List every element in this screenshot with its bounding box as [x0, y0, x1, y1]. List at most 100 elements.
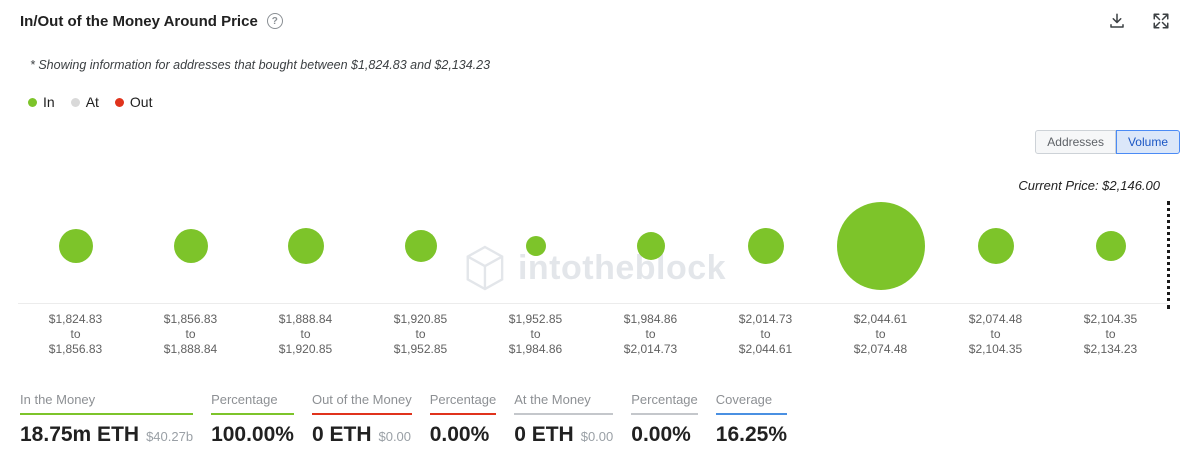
- range-to: $2,014.73: [623, 342, 678, 356]
- stat-underline: [311, 413, 412, 415]
- stat-underline: [211, 413, 294, 415]
- price-range-label: $1,888.84 to $1,920.85: [248, 312, 363, 357]
- volume-bubble[interactable]: [836, 201, 925, 290]
- range-from: $1,888.84: [278, 312, 333, 326]
- range-separator: to: [645, 327, 656, 341]
- stat-value-row: 0 ETH $0.00: [514, 423, 613, 447]
- download-icon[interactable]: [1108, 12, 1126, 30]
- legend-label: At: [85, 94, 99, 110]
- stat-underline: [631, 413, 698, 415]
- stat-percentage: Percentage 100.00%: [211, 392, 294, 447]
- title-wrap: In/Out of the Money Around Price ?: [20, 13, 283, 30]
- stat-subvalue: $40.27b: [146, 429, 194, 444]
- price-range-label: $1,856.83 to $1,888.84: [133, 312, 248, 357]
- bubble-cell: [823, 188, 938, 303]
- range-from: $2,074.48: [968, 312, 1023, 326]
- stat-value-row: 100.00%: [211, 423, 294, 447]
- range-separator: to: [1105, 327, 1116, 341]
- stat-value-row: 0 ETH $0.00: [312, 423, 412, 447]
- stat-label: Percentage: [631, 392, 698, 407]
- stat-label: Percentage: [211, 392, 278, 407]
- subtitle: * Showing information for addresses that…: [30, 58, 491, 72]
- stat-underline: [514, 413, 614, 415]
- toggle-volume[interactable]: Volume: [1115, 130, 1180, 154]
- axis-labels-row: $1,824.83 to $1,856.83 $1,856.83 to $1,888.84…: [18, 312, 1168, 357]
- stat-underline: [429, 413, 497, 415]
- toggle-addresses[interactable]: Addresses: [1035, 130, 1116, 154]
- range-from: $1,824.83: [48, 312, 103, 326]
- in-legend-dot: [28, 97, 37, 107]
- legend: In At Out: [28, 94, 153, 110]
- price-range-label: $2,044.61 to $2,074.48: [823, 312, 938, 357]
- stat-value: 0 ETH: [514, 423, 574, 446]
- range-to: $2,074.48: [853, 342, 908, 356]
- stat-coverage: Coverage 16.25%: [715, 392, 787, 447]
- price-range-label: $2,104.35 to $2,134.23: [1053, 312, 1168, 357]
- at-legend-dot: [70, 97, 80, 107]
- volume-bubble[interactable]: [525, 235, 546, 256]
- stat-subvalue: $0.00: [580, 429, 614, 444]
- volume-bubble[interactable]: [404, 229, 437, 262]
- legend-item-out[interactable]: Out: [114, 94, 153, 110]
- stat-value: 16.25%: [715, 423, 787, 446]
- bubble-cell: [1053, 188, 1168, 303]
- expand-icon[interactable]: [1152, 12, 1170, 30]
- legend-label: In: [43, 94, 55, 110]
- stat-label: Coverage: [715, 392, 773, 407]
- range-separator: to: [415, 327, 426, 341]
- stat-value: 18.75m ETH: [20, 423, 140, 446]
- current-price-label: Current Price: $2,146.00: [1018, 178, 1160, 193]
- volume-bubble[interactable]: [747, 227, 784, 264]
- range-to: $2,104.35: [968, 342, 1023, 356]
- help-icon[interactable]: ?: [266, 13, 283, 29]
- stat-underline: [20, 413, 194, 415]
- range-to: $2,044.61: [738, 342, 793, 356]
- range-separator: to: [875, 327, 886, 341]
- stat-value-row: 0.00%: [631, 423, 698, 447]
- bubble-cell: [938, 188, 1053, 303]
- range-separator: to: [185, 327, 196, 341]
- range-to: $1,856.83: [48, 342, 103, 356]
- range-to: $1,952.85: [393, 342, 448, 356]
- bubble-cell: [363, 188, 478, 303]
- volume-bubble[interactable]: [1095, 230, 1126, 261]
- range-from: $1,952.85: [508, 312, 563, 326]
- bubble-cell: [593, 188, 708, 303]
- volume-bubble[interactable]: [636, 231, 665, 260]
- volume-bubble[interactable]: [287, 227, 324, 264]
- range-from: $2,044.61: [853, 312, 908, 326]
- stat-in-the-money: In the Money 18.75m ETH $40.27b: [20, 392, 194, 447]
- stat-at-the-money: At the Money 0 ETH $0.00: [514, 392, 614, 447]
- stat-value: 100.00%: [211, 423, 294, 446]
- volume-bubble[interactable]: [173, 228, 208, 263]
- bubble-cell: [708, 188, 823, 303]
- range-to: $1,920.85: [278, 342, 333, 356]
- legend-item-in[interactable]: In: [28, 94, 55, 110]
- range-from: $2,014.73: [738, 312, 793, 326]
- price-range-label: $1,920.85 to $1,952.85: [363, 312, 478, 357]
- range-separator: to: [530, 327, 541, 341]
- out-legend-dot: [114, 97, 124, 107]
- stats-row: In the Money 18.75m ETH $40.27b Percentage 1…: [20, 392, 787, 447]
- view-toggle: Addresses Volume: [1035, 130, 1180, 154]
- widget-header: In/Out of the Money Around Price ?: [0, 0, 1190, 42]
- price-range-label: $2,014.73 to $2,044.61: [708, 312, 823, 357]
- range-separator: to: [70, 327, 81, 341]
- stat-label: At the Money: [514, 392, 591, 407]
- volume-bubble[interactable]: [977, 227, 1014, 264]
- stat-underline: [715, 413, 787, 415]
- range-to: $1,888.84: [163, 342, 218, 356]
- stat-value-row: 0.00%: [430, 423, 497, 447]
- stat-label: Out of the Money: [311, 392, 412, 407]
- volume-bubble[interactable]: [58, 228, 93, 263]
- price-range-label: $1,824.83 to $1,856.83: [18, 312, 133, 357]
- stat-out-of-the-money: Out of the Money 0 ETH $0.00: [311, 392, 412, 447]
- header-icons: [1108, 12, 1170, 30]
- range-to: $1,984.86: [508, 342, 563, 356]
- range-from: $1,984.86: [623, 312, 678, 326]
- legend-item-at[interactable]: At: [70, 94, 99, 110]
- range-to: $2,134.23: [1083, 342, 1138, 356]
- page-title: In/Out of the Money Around Price: [20, 12, 258, 30]
- range-from: $1,920.85: [393, 312, 448, 326]
